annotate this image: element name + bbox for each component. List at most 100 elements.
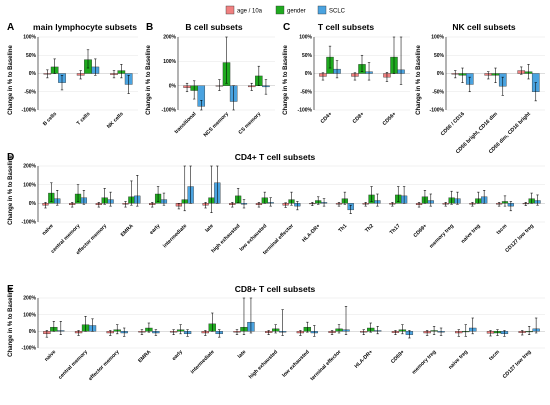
panel-e-category-label: naive treg [448,349,470,371]
panel-nk-title: NK cell subsets [452,22,516,32]
panel-b-ytick-label: 0% [169,83,177,89]
panel-b-title: B cell subsets [185,22,242,32]
panel-e-ytick-label: 0% [29,329,37,335]
panel-d-ytick-label: -100% [22,220,37,226]
legend: age / 10a gender SCLC [225,5,346,15]
panel-d-category-label: naive treg [460,223,482,245]
panel-d-category-label: tscm [496,223,509,236]
panel-e: E CD8+ T cell subsets Change in % to Bas… [7,284,545,382]
panel-e-category-label: high exhausted [248,349,279,380]
panel-c-ytick-label: 100% [299,35,312,41]
panel-e-category-label: central memory [57,349,89,381]
panel-d-category-label: CD127 low treg [504,223,535,254]
panel-e-category-label: naive [44,349,58,363]
panel-d-category-label: memory treg [429,223,455,249]
panel-c-category-label: CD4+ [320,111,334,125]
panel-e-category-label: effector memory [88,349,121,382]
legend-swatch-gender [275,5,285,15]
panel-d-category-label: Th1 [338,223,349,234]
panel-c-ytick-label: 0% [305,71,313,77]
panel-e-title: CD8+ T cell subsets [235,284,316,294]
panel-b-letter: B [146,22,153,33]
panel-e-category-label: terminal effector [309,349,342,382]
panel-b-ylabel: Change in % to Baseline [146,45,152,115]
panel-e-ytick-label: -100% [22,346,37,352]
panel-a-ytick-label: 50% [26,53,37,59]
panel-a-title: main lymphocyte subsets [33,22,137,32]
legend-swatch-sclc [317,5,327,15]
panel-c-letter: C [283,22,290,33]
panel-e-ytick-label: 100% [23,312,36,318]
panel-d-category-label: Th2 [364,223,375,234]
panel-nk-ytick-label: -100% [430,108,445,114]
panel-e-category-label: late [237,349,248,360]
panel-a-category-label: B cells [42,111,58,127]
panel-e-category-label: low exhausted [281,349,311,379]
panel-c: C T cell subsets Change in % to Baseline… [283,22,410,127]
legend-swatch-age [225,5,235,15]
panel-a-letter: A [7,22,14,33]
panel-d-category-label: HLA-DR+ [301,223,321,243]
panel-e-category-label: HLA-DR+ [354,349,374,369]
panel-d-ytick-label: 0% [29,201,37,207]
panel-c-category-label: CD8+ [352,111,366,125]
panel-b-category-label: NCS memory [203,111,230,138]
panel-d-category-label: CD69+ [413,223,429,239]
panel-nk-ytick-label: -50% [432,89,444,95]
panel-e-category-label: intermediate [190,349,216,375]
panel-c-category-label: CD56+ [382,111,398,127]
panel-e-category-label: CD69+ [390,349,406,365]
panel-e-ylabel: Change in % to Baseline [8,287,14,357]
panel-c-ytick-label: 50% [302,53,313,59]
panel-d-ytick-label: 200% [23,164,36,170]
panel-d-category-label: intermediate [162,223,188,249]
panel-d-letter: D [7,152,14,163]
legend-label-sclc: SCLC [329,9,346,15]
panel-a: A main lymphocyte subsets Change in % to… [7,22,138,130]
panel-a-ytick-label: 100% [23,35,36,41]
panel-d-title: CD4+ T cell subsets [235,152,316,162]
panel-nk-ylabel: Change in % to Baseline [416,45,422,115]
panel-nk-ytick-label: 100% [431,35,444,41]
panel-d-category-label: low exhausted [239,223,269,253]
panel-e-category-label: tscm [488,349,501,362]
panel-c-title: T cell subsets [318,22,374,32]
panel-b-category-label: CS memory [238,111,263,136]
panel-nk-category-label: CD56 / CD16 [440,111,466,137]
panel-d-category-label: Th17 [389,223,402,236]
panel-nk-ytick-label: 0% [437,71,445,77]
panel-nk-ytick-label: 50% [434,53,445,59]
panel-a-ytick-label: 0% [29,71,37,77]
panel-a-category-label: T cells [76,111,92,127]
panel-d-category-label: high exhausted [210,223,241,254]
panel-e-ytick-label: 200% [23,296,36,302]
panel-d: D CD4+ T cell subsets Change in % to Bas… [7,152,545,256]
panel-d-category-label: late [204,223,215,234]
panel-nk: NK cell subsets Change in % to Baseline … [416,22,545,155]
panel-e-category-label: EMRA [137,349,152,364]
panel-d-category-label: EMRA [120,223,135,238]
panel-b-ytick-label: -100% [162,108,177,114]
panel-d-ytick-label: 100% [23,182,36,188]
panel-e-category-label: early [171,349,184,362]
panel-d-category-label: naive [41,223,55,237]
panel-a-category-label: NK cells [106,111,125,130]
panel-c-ylabel: Change in % to Baseline [283,45,289,115]
panel-e-category-label: memory treg [411,349,437,375]
panel-c-ytick-label: -100% [298,108,313,114]
panel-c-ytick-label: -50% [300,89,312,95]
panel-e-letter: E [7,284,14,295]
legend-label-age: age / 10a [237,9,263,15]
panel-d-category-label: early [149,223,162,236]
panel-a-ytick-label: -100% [22,108,37,114]
panel-b-ytick-label: 200% [163,35,176,41]
panel-b: B B cell subsets Change in % to Baseline… [146,22,275,138]
panel-d-ylabel: Change in % to Baseline [8,155,14,225]
legend-label-gender: gender [287,9,306,15]
panel-b-category-label: transitional [174,111,198,135]
panel-a-ytick-label: -50% [24,89,36,95]
panel-e-category-label: CD127 low treg [502,349,533,380]
panel-a-ylabel: Change in % to Baseline [8,45,14,115]
panel-b-ytick-label: 100% [163,59,176,65]
